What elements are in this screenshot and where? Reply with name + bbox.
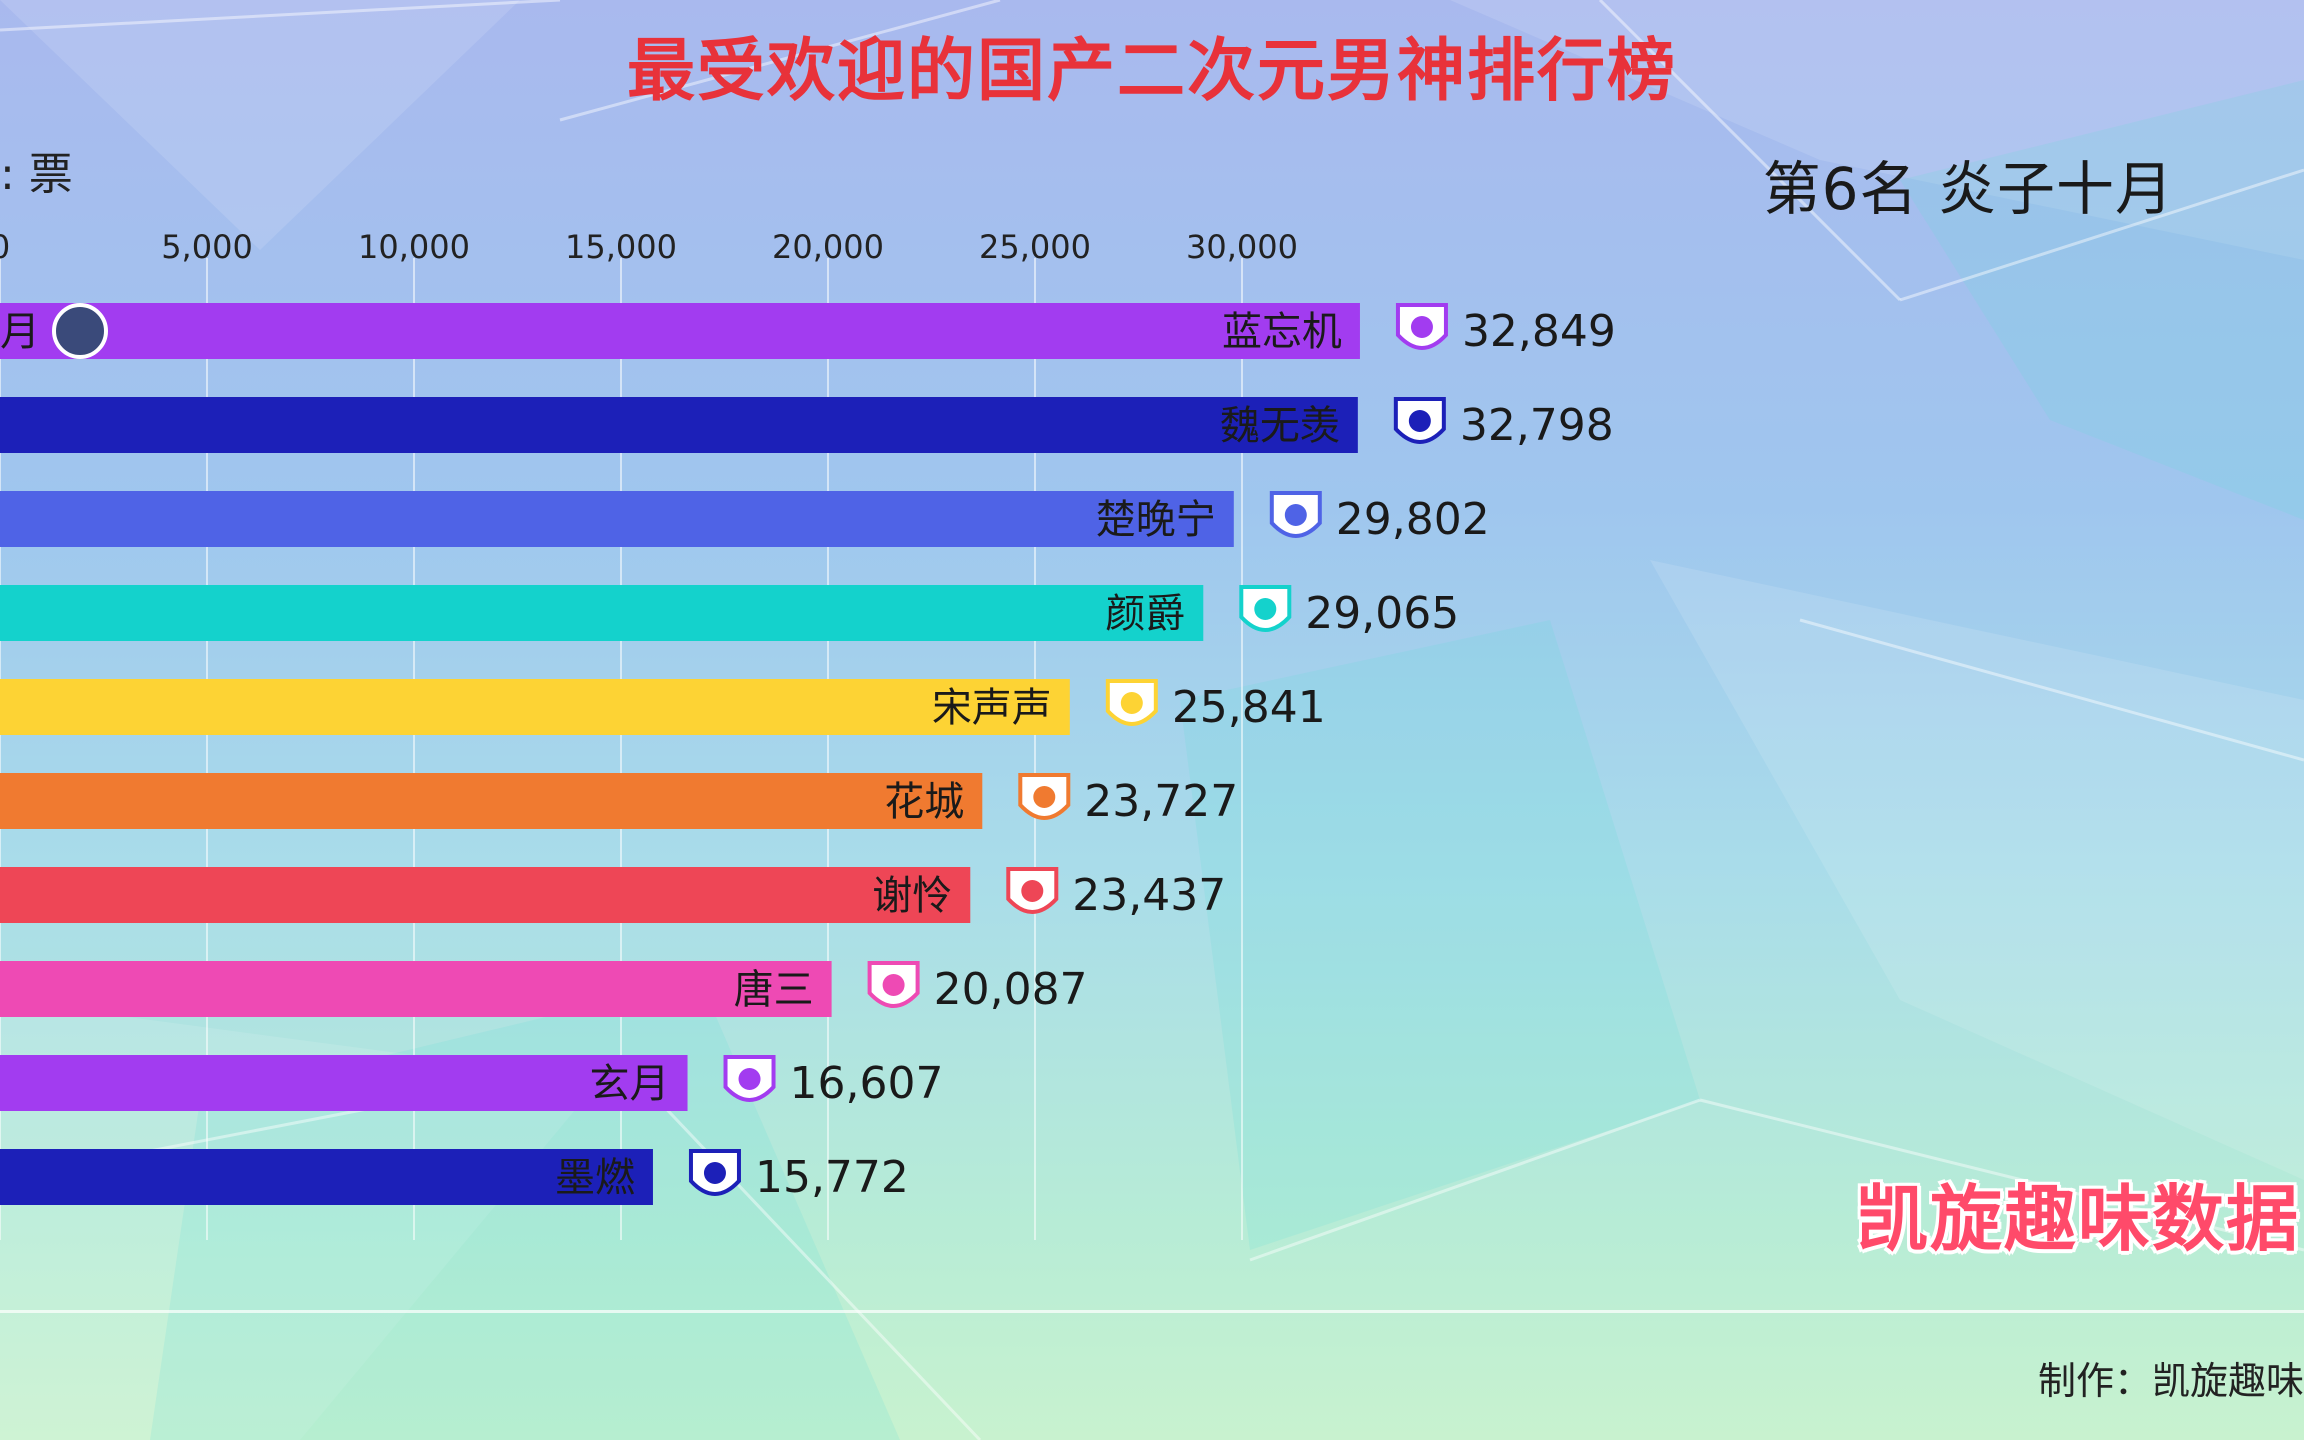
red-shield-cffc-icon-dot	[1284, 504, 1307, 526]
bar	[0, 491, 1234, 547]
bar	[0, 867, 971, 923]
bar	[0, 773, 983, 829]
white-shield-icon-dot	[703, 1162, 726, 1184]
gold-lion-badge-icon-dot	[1254, 598, 1277, 620]
bar-label: 谢怜	[872, 873, 952, 919]
gold-lion-badge-icon	[1239, 585, 1292, 632]
bar-label: 宋声声	[932, 685, 1052, 731]
value-label: 32,849	[1462, 306, 1616, 357]
shield-stripes-icon	[1395, 303, 1448, 350]
value-label: 32,798	[1460, 400, 1614, 451]
brand-watermark: 凯旋趣味数据	[1855, 1177, 2300, 1261]
bar-label: 玄月	[590, 1061, 670, 1107]
bar	[0, 1149, 653, 1205]
value-label: 29,802	[1336, 494, 1490, 545]
bar	[0, 303, 1360, 359]
orange-square-badge-icon	[867, 961, 920, 1008]
badge-icon	[52, 303, 108, 359]
bar	[0, 961, 832, 1017]
blue-ball-badge-icon-dot	[1033, 786, 1056, 808]
bar-label: 蓝忘机	[1222, 309, 1342, 355]
x-tick-label: 30,000	[1186, 228, 1298, 266]
x-tick-label: 5,000	[161, 228, 253, 266]
bar	[0, 1055, 688, 1111]
bar-label: 颜爵	[1105, 591, 1185, 637]
credit-text: 制作：凯旋趣味	[2037, 1359, 2304, 1403]
value-label: 25,841	[1172, 682, 1326, 733]
shield-stripes-icon-dot	[1410, 316, 1433, 338]
value-label: 16,607	[790, 1058, 944, 1109]
value-label: 20,087	[934, 964, 1088, 1015]
bar-prefix-label: 月	[0, 309, 40, 355]
unit-label: : 票	[0, 149, 73, 200]
x-tick-label: 15,000	[565, 228, 677, 266]
bar-label: 唐三	[734, 967, 814, 1013]
white-shield-icon	[688, 1149, 741, 1196]
value-label: 15,772	[755, 1152, 909, 1203]
x-tick-label: 10,000	[358, 228, 470, 266]
blue-ball-badge-icon	[1018, 773, 1071, 820]
bar-label: 花城	[884, 779, 964, 825]
round-green-badge-icon	[1393, 397, 1446, 444]
bar	[0, 679, 1070, 735]
value-label: 23,437	[1072, 870, 1226, 921]
red-crest-icon-dot	[1120, 692, 1143, 714]
red-blue-shield-icon-dot	[1021, 880, 1044, 902]
x-tick-label: 25,000	[979, 228, 1091, 266]
bar-label: 魏无羡	[1220, 403, 1340, 449]
round-crest-icon-dot	[738, 1068, 761, 1090]
value-label: 29,065	[1305, 588, 1459, 639]
bar-label: 墨燃	[555, 1155, 635, 1201]
bar-label: 楚晚宁	[1096, 497, 1216, 543]
bar	[0, 585, 1204, 641]
x-tick-label: 20,000	[772, 228, 884, 266]
red-crest-icon	[1105, 679, 1158, 726]
x-tick-label: 0	[0, 228, 10, 266]
orange-square-badge-icon-dot	[882, 974, 905, 996]
value-label: 23,727	[1084, 776, 1238, 827]
chart-title: 最受欢迎的国产二次元男神排行榜	[626, 32, 1677, 111]
bar	[0, 397, 1358, 453]
red-blue-shield-icon	[1006, 867, 1059, 914]
round-green-badge-icon-dot	[1408, 410, 1431, 432]
round-crest-icon	[723, 1055, 776, 1102]
rank-banner: 第6名 炎子十月	[1762, 155, 2174, 223]
divider	[0, 1310, 2304, 1313]
red-shield-cffc-icon	[1269, 491, 1322, 538]
